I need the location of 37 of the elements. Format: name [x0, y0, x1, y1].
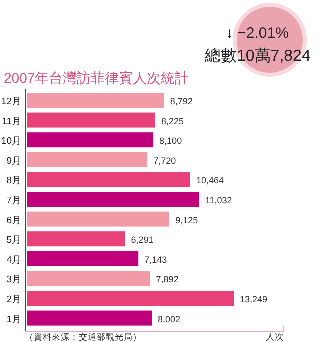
x-axis-title: 人次: [266, 332, 284, 342]
bar: [27, 112, 156, 128]
data-label: 13,249: [240, 294, 268, 304]
y-tick-label: 9月: [6, 156, 22, 167]
data-label: 8,100: [160, 136, 182, 146]
data-label: 6,291: [131, 235, 154, 246]
bar: [27, 212, 170, 227]
y-tick-label: 5月: [6, 235, 22, 246]
y-tick-label: 10月: [1, 136, 22, 148]
data-label: 10,464: [196, 176, 224, 186]
data-label: 8,792: [170, 96, 193, 106]
y-tick-label: 4月: [6, 254, 22, 266]
bar: [27, 271, 150, 286]
y-tick-label: 2月: [6, 294, 22, 306]
data-label: 9,125: [176, 215, 198, 226]
bar: [27, 152, 148, 168]
y-tick-label: 11月: [2, 116, 22, 128]
text: 總數10萬7,824: [204, 47, 311, 65]
y-tick-label: 1月: [6, 314, 22, 326]
data-label: 7,143: [144, 254, 168, 265]
bar: [27, 291, 234, 306]
text: （資料來源：交通部觀光局）: [25, 332, 142, 342]
y-tick-label: 3月: [6, 274, 22, 286]
chart-title: 2007年台灣訪菲律賓人次統計: [4, 70, 190, 86]
y-tick-label: 8月: [6, 176, 22, 187]
data-label: 11,032: [205, 196, 232, 206]
data-label: 7,720: [154, 156, 176, 166]
bar: [27, 232, 126, 247]
bar: [27, 93, 164, 108]
data-label: 8,002: [158, 314, 181, 324]
y-tick-label: 6月: [6, 215, 22, 226]
y-tick-label: 12月: [1, 96, 22, 108]
bar: [27, 172, 190, 188]
data-label: 8,225: [162, 116, 184, 126]
y-tick-label: 7月: [6, 196, 22, 206]
text: ↓ −2.01%: [226, 25, 289, 42]
data-label: 7,892: [156, 274, 179, 285]
